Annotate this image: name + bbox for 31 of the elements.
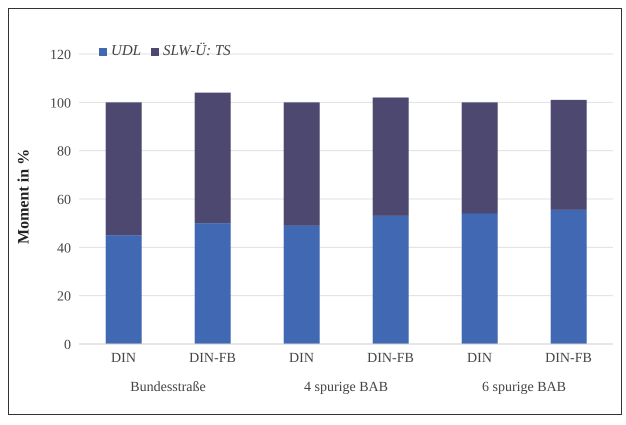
x-tick-label: DIN	[467, 350, 492, 366]
text: Bundesstraße	[129, 380, 207, 396]
bar	[372, 216, 409, 344]
bar	[284, 226, 320, 344]
legend-label: UDL	[111, 43, 142, 59]
y-axis-title: Moment in %	[16, 148, 33, 244]
bar	[462, 102, 498, 214]
x-tick-label: DIN-FB	[189, 350, 236, 366]
bar	[372, 98, 409, 216]
text: 6 spurige BAB	[481, 380, 567, 396]
y-tick-label: 120	[50, 48, 71, 63]
y-tick-label: 40	[57, 241, 71, 256]
x-tick-label: DIN	[289, 350, 314, 366]
bar	[106, 235, 142, 344]
bar	[550, 100, 587, 210]
bar	[462, 214, 498, 344]
y-tick-label: 80	[57, 144, 71, 160]
bar	[194, 223, 231, 344]
y-tick-label: 20	[57, 290, 71, 305]
bar	[284, 102, 320, 226]
x-tick-label: DIN	[111, 350, 136, 366]
legend-label: SLW-Ü: TS	[163, 43, 231, 59]
bar	[106, 102, 142, 236]
bar	[194, 92, 231, 224]
y-tick-label: 100	[50, 96, 71, 112]
y-tick-label: 60	[57, 192, 71, 208]
y-tick-label: 0	[64, 338, 71, 353]
bar	[550, 210, 587, 344]
x-tick-label: DIN-FB	[367, 350, 414, 366]
x-tick-label: DIN-FB	[545, 350, 592, 366]
text: 4 spurige BAB	[303, 380, 389, 396]
